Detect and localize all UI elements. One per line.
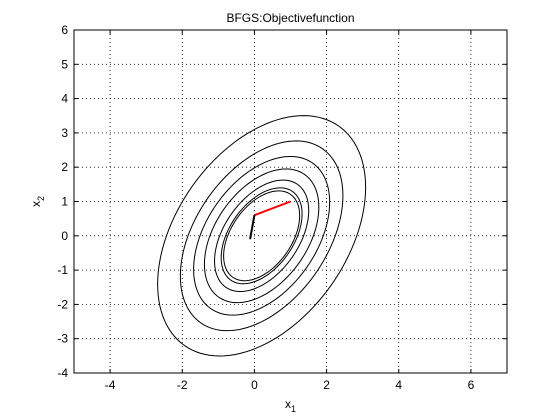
contour-lines [157, 115, 367, 357]
x-tick-label: -4 [105, 378, 116, 392]
y-tick-label: -3 [57, 332, 68, 346]
x-tick-label: 4 [395, 378, 402, 392]
y-tick-label: 4 [61, 92, 68, 106]
contour-line [203, 168, 320, 304]
contour-line [157, 115, 367, 357]
y-axis-label: x2 [29, 196, 46, 207]
x-tick-label: 0 [251, 378, 258, 392]
contour-line [179, 140, 344, 332]
series-lines [249, 200, 291, 240]
contour-line [214, 179, 310, 293]
initial-step-line [254, 200, 291, 217]
contour-line [220, 187, 303, 285]
chart-title: BFGS:Objectivefunction [226, 11, 354, 25]
y-axis-label-base: x [29, 201, 43, 207]
contour-line [223, 190, 301, 282]
axis-ticks: -4 -2 0 2 4 6 -4 -3 -2 -1 0 1 2 3 4 5 6 [57, 23, 507, 392]
y-tick-label: -1 [57, 263, 68, 277]
bfgs-path-line [249, 215, 256, 240]
x-axis-label-subscript: 1 [291, 404, 296, 414]
y-tick-label: 2 [61, 160, 68, 174]
y-axis-label-subscript: 2 [36, 196, 46, 201]
y-tick-label: 1 [61, 195, 68, 209]
y-tick-label: 5 [61, 57, 68, 71]
y-tick-label: 0 [61, 229, 68, 243]
x-tick-label: -2 [177, 378, 188, 392]
y-tick-label: -4 [57, 366, 68, 380]
x-tick-label: 2 [323, 378, 330, 392]
x-axis-label: x1 [285, 397, 296, 414]
y-tick-label: 3 [61, 126, 68, 140]
x-tick-label: 6 [468, 378, 475, 392]
y-tick-label: -2 [57, 297, 68, 311]
y-tick-label: 6 [61, 23, 68, 37]
contour-line [193, 155, 331, 316]
x-axis-label-base: x [285, 397, 291, 411]
